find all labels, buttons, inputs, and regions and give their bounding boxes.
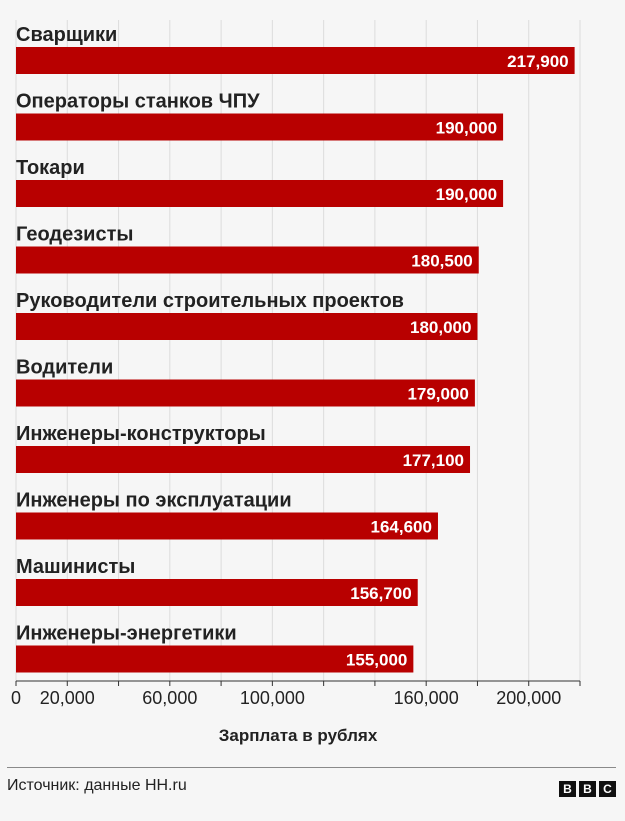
x-tick-label: 0 bbox=[11, 688, 21, 708]
value-label: 180,000 bbox=[410, 318, 471, 337]
value-label: 155,000 bbox=[346, 651, 407, 670]
x-tick-label: 20,000 bbox=[40, 688, 95, 708]
x-axis-title: Зарплата в рублях bbox=[219, 726, 378, 745]
bar bbox=[16, 47, 575, 74]
x-tick-label: 200,000 bbox=[496, 688, 561, 708]
value-label: 179,000 bbox=[407, 385, 468, 404]
category-label: Сварщики bbox=[16, 24, 117, 46]
bar bbox=[16, 512, 438, 540]
x-tick-label: 60,000 bbox=[142, 688, 197, 708]
logo-letter-c: C bbox=[599, 781, 616, 797]
category-label: Водители bbox=[16, 357, 113, 379]
value-label: 164,600 bbox=[371, 518, 432, 537]
category-label: Операторы станков ЧПУ bbox=[16, 91, 260, 113]
category-label: Инженеры-энергетики bbox=[16, 623, 237, 645]
logo-letter-b2: B bbox=[579, 781, 596, 797]
bar bbox=[16, 446, 471, 473]
value-label: 190,000 bbox=[436, 185, 497, 204]
bar bbox=[16, 313, 478, 340]
x-axis: 0 20,000 60,000 100,000 160,000 200,000 bbox=[11, 680, 581, 708]
bar bbox=[16, 246, 479, 274]
bar bbox=[16, 645, 414, 673]
bar bbox=[16, 379, 475, 407]
value-label: 177,100 bbox=[403, 451, 464, 470]
source-note: Источник: данные HH.ru bbox=[7, 777, 187, 794]
value-label: 190,000 bbox=[436, 119, 497, 138]
category-label: Руководители строительных проектов bbox=[16, 290, 404, 312]
category-label: Машинисты bbox=[16, 556, 135, 578]
bars: Сварщики 217,900 Операторы станков ЧПУ 190,… bbox=[16, 24, 575, 673]
bar bbox=[16, 180, 504, 207]
category-label: Геодезисты bbox=[16, 224, 133, 246]
bar-chart: Сварщики 217,900 Операторы станков ЧПУ 190,… bbox=[11, 20, 581, 745]
bar bbox=[16, 579, 418, 606]
x-tick-label: 160,000 bbox=[394, 688, 459, 708]
category-label: Инженеры по эксплуатации bbox=[16, 490, 292, 512]
x-tick-label: 100,000 bbox=[240, 688, 305, 708]
category-label: Инженеры-конструкторы bbox=[16, 423, 266, 445]
logo-letter-b1: B bbox=[559, 781, 576, 797]
category-label: Токари bbox=[16, 157, 85, 179]
bbc-logo: B B C bbox=[559, 781, 616, 797]
footer: Источник: данные HH.ru B B C bbox=[7, 767, 616, 808]
value-label: 217,900 bbox=[507, 52, 568, 71]
value-label: 156,700 bbox=[350, 584, 411, 603]
value-label: 180,500 bbox=[411, 252, 472, 271]
bar bbox=[16, 113, 504, 141]
